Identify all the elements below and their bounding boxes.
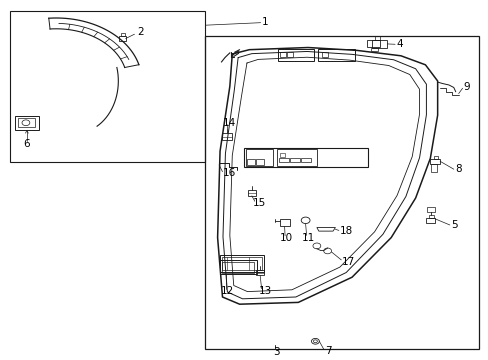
Text: 1: 1 <box>261 17 268 27</box>
Text: 15: 15 <box>253 198 266 208</box>
Text: 3: 3 <box>272 347 279 357</box>
Bar <box>222 262 254 273</box>
Text: 12: 12 <box>221 286 234 296</box>
Text: 16: 16 <box>222 168 235 178</box>
Text: 10: 10 <box>279 233 292 243</box>
Bar <box>276 149 316 166</box>
Bar <box>256 270 264 275</box>
Bar <box>280 52 285 57</box>
Bar <box>280 219 289 226</box>
Text: 2: 2 <box>137 27 143 37</box>
Bar <box>430 164 436 172</box>
Bar <box>277 49 314 61</box>
Bar <box>301 158 310 162</box>
Bar <box>289 158 299 162</box>
Bar <box>205 36 478 349</box>
Bar <box>429 159 439 164</box>
Bar <box>428 215 433 218</box>
Bar <box>374 36 380 40</box>
Bar <box>371 40 386 48</box>
Text: 6: 6 <box>23 139 30 149</box>
Bar <box>427 207 434 212</box>
Text: 11: 11 <box>302 233 315 243</box>
Text: 14: 14 <box>222 118 235 128</box>
Bar <box>222 133 232 140</box>
Bar <box>278 158 288 162</box>
Text: 18: 18 <box>339 226 352 237</box>
Bar <box>10 11 205 162</box>
Bar <box>247 159 254 165</box>
Bar <box>433 156 437 159</box>
Bar <box>286 52 292 57</box>
Bar <box>243 148 367 167</box>
Bar <box>121 33 124 36</box>
Bar <box>366 40 380 47</box>
Bar <box>317 49 354 61</box>
Text: 9: 9 <box>463 82 469 92</box>
Bar <box>220 260 256 274</box>
Bar <box>370 48 378 51</box>
Bar <box>247 190 255 196</box>
Text: 4: 4 <box>395 39 402 49</box>
Bar <box>15 116 39 130</box>
Bar <box>245 149 272 166</box>
Bar <box>321 52 327 57</box>
Bar <box>222 257 261 270</box>
Text: 17: 17 <box>342 257 355 267</box>
Bar <box>18 118 35 127</box>
Text: 8: 8 <box>454 164 461 174</box>
Bar <box>220 255 264 272</box>
Bar <box>119 36 125 41</box>
Bar <box>426 218 434 223</box>
Bar <box>256 159 263 165</box>
Bar <box>280 153 285 157</box>
Text: 7: 7 <box>324 346 331 356</box>
Text: 5: 5 <box>450 220 457 230</box>
Text: 13: 13 <box>259 286 272 296</box>
